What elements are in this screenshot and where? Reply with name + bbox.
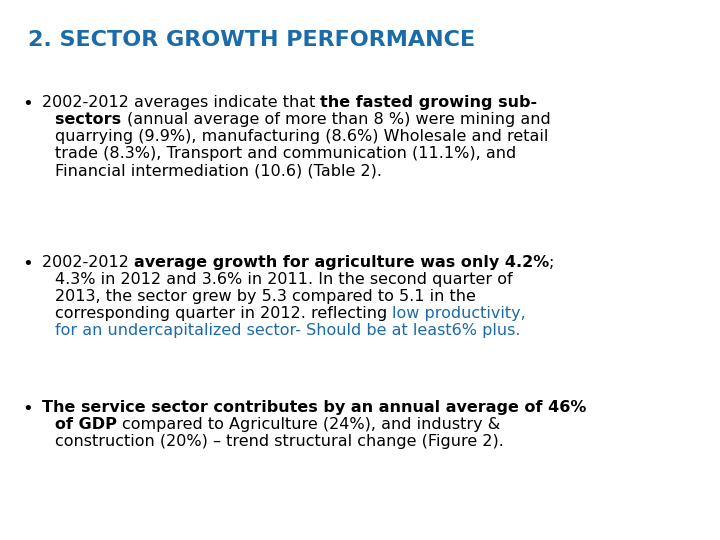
Text: The service sector contributes by an annual average of 46%: The service sector contributes by an ann… (42, 400, 586, 415)
Text: 2002-2012: 2002-2012 (42, 255, 134, 270)
Text: trade (8.3%), Transport and communication (11.1%), and: trade (8.3%), Transport and communicatio… (55, 146, 516, 161)
Text: corresponding quarter in 2012. reflecting: corresponding quarter in 2012. reflectin… (55, 306, 392, 321)
Text: average growth for agriculture was only 4.2%: average growth for agriculture was only … (134, 255, 549, 270)
Text: quarrying (9.9%), manufacturing (8.6%) Wholesale and retail: quarrying (9.9%), manufacturing (8.6%) W… (55, 129, 549, 144)
Text: compared to Agriculture (24%), and industry &: compared to Agriculture (24%), and indus… (122, 417, 500, 432)
Text: sectors: sectors (55, 112, 127, 127)
Text: 2. SECTOR GROWTH PERFORMANCE: 2. SECTOR GROWTH PERFORMANCE (28, 30, 475, 50)
Text: •: • (22, 95, 32, 113)
Text: ;: ; (549, 255, 554, 270)
Text: of GDP: of GDP (55, 417, 122, 432)
Text: construction (20%) – trend structural change (Figure 2).: construction (20%) – trend structural ch… (55, 434, 504, 449)
Text: 2002-2012 averages indicate that: 2002-2012 averages indicate that (42, 95, 320, 110)
Text: (annual average of more than 8 %) were mining and: (annual average of more than 8 %) were m… (127, 112, 551, 127)
Text: •: • (22, 400, 32, 418)
Text: for an undercapitalized sector- Should be at least6% plus.: for an undercapitalized sector- Should b… (55, 323, 521, 338)
Text: 2013, the sector grew by 5.3 compared to 5.1 in the: 2013, the sector grew by 5.3 compared to… (55, 289, 476, 304)
Text: low productivity,: low productivity, (392, 306, 526, 321)
Text: •: • (22, 255, 32, 273)
Text: 4.3% in 2012 and 3.6% in 2011. In the second quarter of: 4.3% in 2012 and 3.6% in 2011. In the se… (55, 272, 513, 287)
Text: the fasted growing sub-: the fasted growing sub- (320, 95, 538, 110)
Text: Financial intermediation (10.6) (Table 2).: Financial intermediation (10.6) (Table 2… (55, 163, 382, 178)
